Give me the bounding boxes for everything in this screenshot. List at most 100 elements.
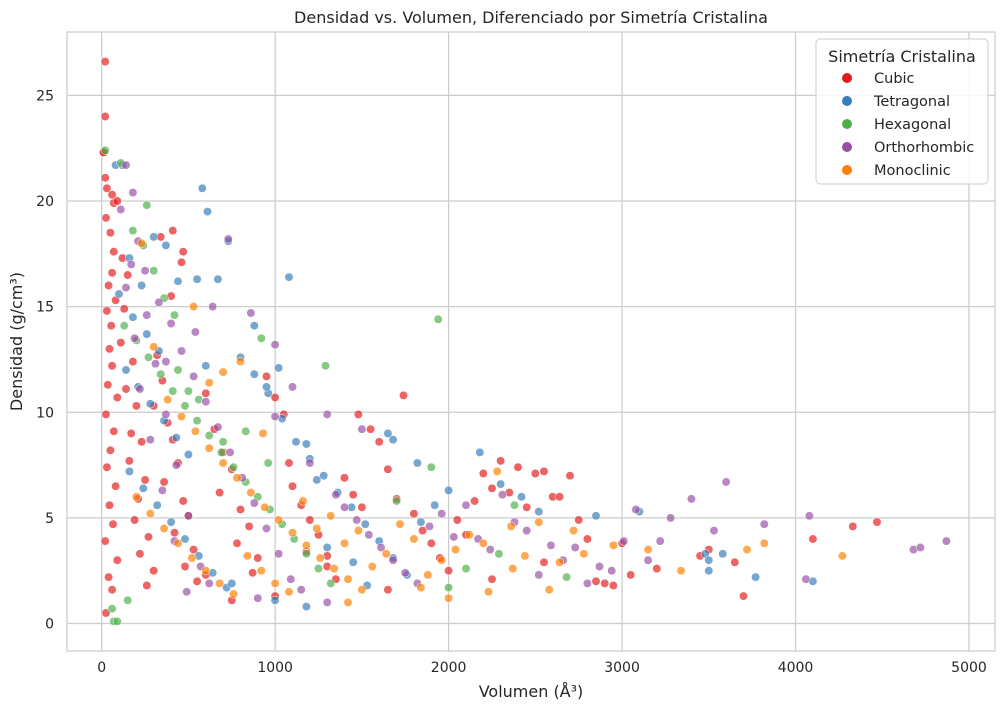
data-point-cubic [109,247,119,257]
data-point-cubic [305,515,315,525]
data-point-tetragonal [301,602,311,612]
data-point-cubic [178,496,188,506]
data-point-cubic [135,549,145,559]
data-point-cubic [101,213,111,223]
data-point-orthorhombic [154,297,164,307]
data-point-tetragonal [430,500,440,510]
x-tick-label: 2000 [431,660,467,676]
data-point-tetragonal [124,466,134,476]
data-point-orthorhombic [201,397,211,407]
data-point-orthorhombic [246,308,256,318]
data-point-tetragonal [137,281,147,290]
data-point-cubic [539,466,549,476]
data-point-cubic [189,545,199,555]
data-point-hexagonal [326,578,336,588]
data-point-cubic [124,456,134,466]
data-point-orthorhombic [376,543,386,552]
legend-label-orthorhombic: Orthorhombic [874,140,974,156]
data-point-monoclinic [131,492,141,502]
legend-label-cubic: Cubic [874,71,915,87]
x-tick-label: 3000 [604,660,640,676]
data-point-monoclinic [137,238,147,248]
data-point-monoclinic [173,538,183,548]
data-point-monoclinic [242,551,252,561]
data-point-cubic [100,57,110,67]
data-point-cubic [111,481,121,491]
data-point-cubic [104,572,114,582]
y-tick-label: 5 [45,511,54,527]
data-point-orthorhombic [135,384,145,394]
data-point-tetragonal [416,517,426,527]
data-point-orthorhombic [161,357,171,367]
data-point-cubic [409,509,419,519]
data-point-cubic [470,496,480,506]
data-point-cubic [530,469,540,478]
data-point-monoclinic [742,545,752,555]
data-point-cubic [107,268,117,278]
data-point-cubic [192,576,202,586]
data-point-orthorhombic [352,515,362,525]
data-point-hexagonal [128,226,138,236]
y-axis-label: Densidad (g/cm³) [7,272,26,411]
data-point-orthorhombic [357,424,367,434]
data-point-monoclinic [204,443,214,453]
data-point-monoclinic [409,534,419,544]
data-point-monoclinic [395,519,405,529]
data-point-cubic [168,226,178,236]
data-point-orthorhombic [655,536,665,546]
data-point-orthorhombic [145,435,155,445]
data-point-cubic [374,437,384,447]
data-point-cubic [170,528,179,538]
data-point-monoclinic [520,551,530,561]
data-point-hexagonal [119,321,129,331]
data-point-cubic [582,534,592,544]
data-point-hexagonal [392,496,402,506]
data-point-hexagonal [204,431,214,440]
data-point-orthorhombic [151,359,160,369]
data-point-orthorhombic [666,513,676,523]
data-point-monoclinic [204,378,214,388]
data-point-hexagonal [494,549,504,559]
data-point-hexagonal [510,500,519,510]
data-point-hexagonal [321,361,330,371]
data-point-cubic [159,477,169,487]
data-point-cubic [128,357,138,367]
data-point-hexagonal [156,369,166,379]
data-point-cubic [555,492,565,502]
data-point-hexagonal [216,447,226,457]
data-point-monoclinic [189,302,199,312]
data-point-orthorhombic [190,327,200,337]
data-point-cubic [144,532,153,542]
data-point-cubic [137,437,147,447]
data-point-monoclinic [492,466,502,476]
data-point-cubic [105,445,115,455]
data-point-hexagonal [144,352,153,362]
data-point-monoclinic [301,540,311,550]
data-point-hexagonal [170,310,179,320]
data-point-cubic [270,393,280,402]
data-point-orthorhombic [130,333,140,343]
data-point-cubic [107,190,117,200]
data-point-cubic [105,344,114,354]
data-point-monoclinic [555,557,565,567]
data-point-cubic [872,517,882,527]
data-point-tetragonal [301,439,311,449]
legend-label-hexagonal: Hexagonal [874,117,951,133]
data-point-cubic [444,566,454,576]
data-point-cubic [248,568,258,578]
data-point-hexagonal [314,564,323,574]
data-point-tetragonal [718,549,728,559]
data-point-orthorhombic [322,597,332,607]
data-point-hexagonal [426,462,436,472]
data-point-orthorhombic [253,593,263,603]
data-point-tetragonal [274,363,284,373]
data-point-monoclinic [534,517,544,527]
data-point-orthorhombic [497,490,507,500]
data-point-orthorhombic [249,498,259,508]
data-point-monoclinic [544,585,554,595]
data-point-orthorhombic [485,545,495,555]
data-point-orthorhombic [262,524,271,533]
data-point-tetragonal [249,369,259,379]
data-point-monoclinic [508,564,518,574]
data-point-orthorhombic [915,543,925,552]
